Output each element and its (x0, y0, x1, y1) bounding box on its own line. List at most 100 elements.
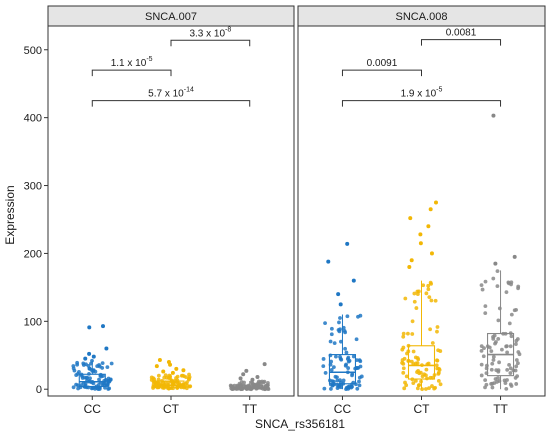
data-point (491, 276, 496, 281)
outlier-point (100, 324, 105, 329)
outlier-point (168, 362, 173, 367)
outlier-point (83, 356, 88, 361)
outlier-point (174, 366, 179, 371)
data-point (355, 366, 360, 370)
data-point (328, 339, 333, 344)
bracket-line (91, 69, 172, 77)
outlier-point (491, 113, 496, 118)
comparison-bracket: 1.9 x 10-5 (341, 87, 502, 107)
box-CC (321, 313, 364, 392)
x-tick-label: TT (493, 402, 508, 416)
data-point (483, 279, 488, 284)
data-point (355, 386, 360, 391)
data-point (101, 374, 105, 378)
data-point (424, 367, 429, 372)
box-CC (71, 358, 114, 392)
y-tick-label: 400 (24, 113, 42, 125)
data-point (410, 332, 415, 336)
data-point (71, 385, 76, 390)
comparison-exponent: -5 (146, 56, 152, 63)
outlier-point (157, 358, 162, 363)
x-tick-label: CC (334, 402, 352, 416)
data-point (509, 312, 514, 317)
data-point (490, 385, 495, 390)
data-point (345, 314, 350, 319)
data-point (429, 298, 434, 303)
bracket-line (170, 39, 251, 47)
outlier-point (418, 241, 423, 246)
outlier-point (336, 292, 341, 297)
data-point (266, 381, 270, 385)
data-point (479, 348, 484, 353)
data-point (344, 350, 349, 355)
data-point (401, 366, 406, 371)
data-point (497, 306, 502, 311)
data-point (433, 298, 438, 303)
comparison-label: 3.3 x 10-8 (189, 26, 231, 39)
x-tick-label: TT (242, 402, 257, 416)
data-point (515, 337, 520, 341)
data-point (105, 382, 110, 387)
outlier-point (170, 370, 175, 375)
data-point (424, 291, 429, 296)
box-iqr (328, 354, 357, 385)
data-point (415, 386, 420, 391)
data-point (516, 284, 521, 289)
outlier-point (407, 265, 412, 270)
data-point (483, 385, 487, 390)
data-point (323, 321, 327, 325)
outlier-point (429, 251, 434, 256)
data-point (357, 358, 362, 362)
data-point (435, 358, 440, 363)
data-point (354, 337, 359, 342)
data-point (329, 368, 334, 372)
data-point (263, 383, 268, 388)
data-point (508, 366, 513, 371)
data-point (86, 364, 91, 368)
data-point (187, 377, 191, 382)
data-point (491, 354, 496, 359)
data-point (490, 361, 495, 366)
data-point (428, 280, 433, 285)
y-tick-label: 200 (24, 248, 42, 260)
data-point (438, 349, 443, 353)
data-point (72, 368, 77, 373)
outlier-point (418, 232, 423, 237)
data-point (508, 371, 513, 375)
data-point (406, 331, 410, 336)
comparison-bracket: 0.0091 (341, 58, 422, 77)
data-point (411, 349, 416, 354)
data-point (334, 354, 338, 359)
data-point (484, 363, 489, 368)
data-point (514, 307, 518, 312)
data-point (156, 373, 161, 378)
data-point (166, 376, 171, 380)
data-point (426, 287, 431, 292)
data-point (329, 387, 333, 391)
data-point (329, 326, 334, 331)
data-point (414, 306, 419, 310)
outlier-point (262, 362, 267, 367)
data-point (262, 386, 267, 391)
outlier-point (238, 376, 243, 381)
data-point (428, 327, 433, 332)
data-point (100, 361, 105, 365)
data-point (96, 387, 101, 392)
data-point (321, 357, 326, 361)
data-point (71, 364, 76, 368)
panel-title: SNCA.008 (396, 11, 448, 23)
outlier-point (241, 372, 246, 377)
data-point (412, 299, 417, 304)
box-CT (149, 372, 193, 391)
data-point (432, 386, 437, 391)
data-point (489, 382, 494, 386)
outlier-point (181, 368, 186, 373)
data-point (415, 370, 419, 374)
bracket-line (91, 100, 251, 107)
data-point (516, 361, 520, 366)
data-point (83, 383, 88, 388)
data-point (495, 284, 500, 289)
outlier-point (345, 241, 350, 246)
data-point (430, 341, 435, 345)
data-point (184, 375, 188, 380)
